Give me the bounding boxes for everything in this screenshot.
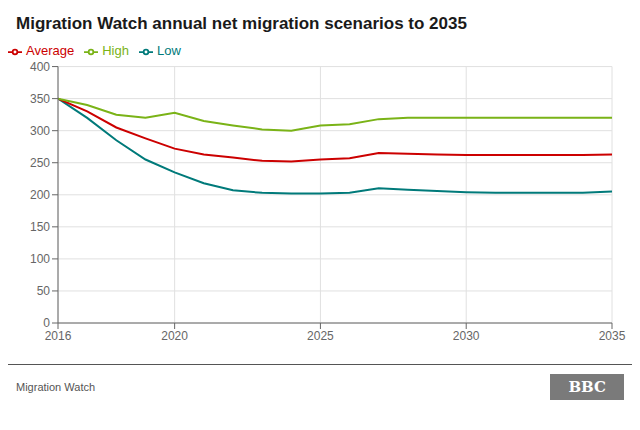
html-text:Low: Low (156, 43, 181, 58)
svg-text:150: 150 (30, 220, 50, 234)
svg-text:200: 200 (30, 188, 50, 202)
svg-text:100: 100 (30, 252, 50, 266)
svg-text:2035: 2035 (599, 329, 626, 343)
html-text:BBC: BBC (568, 378, 606, 396)
svg-text:2016: 2016 (45, 329, 72, 343)
html-text:Migration Watch: Migration Watch (16, 381, 96, 393)
html-text:Average: Average (26, 43, 75, 58)
svg-text:400: 400 (30, 60, 50, 74)
svg-text:350: 350 (30, 92, 50, 106)
html-text:Migration Watch annual net mig: Migration Watch annual net migration sce… (16, 14, 467, 33)
svg-text:50: 50 (37, 284, 51, 298)
svg-text:250: 250 (30, 156, 50, 170)
svg-text:0: 0 (43, 316, 50, 330)
html-text:High: High (102, 43, 129, 58)
svg-text:2020: 2020 (161, 329, 188, 343)
svg-text:2025: 2025 (307, 329, 334, 343)
svg-text:2030: 2030 (453, 329, 480, 343)
svg-text:300: 300 (30, 124, 50, 138)
